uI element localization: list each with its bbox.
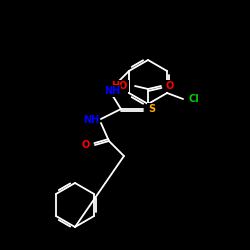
Text: NH: NH [83, 115, 99, 125]
Text: O: O [82, 140, 90, 150]
Text: HO: HO [112, 81, 128, 91]
Text: S: S [148, 104, 155, 114]
Text: Cl: Cl [188, 94, 199, 104]
Text: NH: NH [104, 86, 120, 96]
Text: O: O [166, 81, 174, 91]
